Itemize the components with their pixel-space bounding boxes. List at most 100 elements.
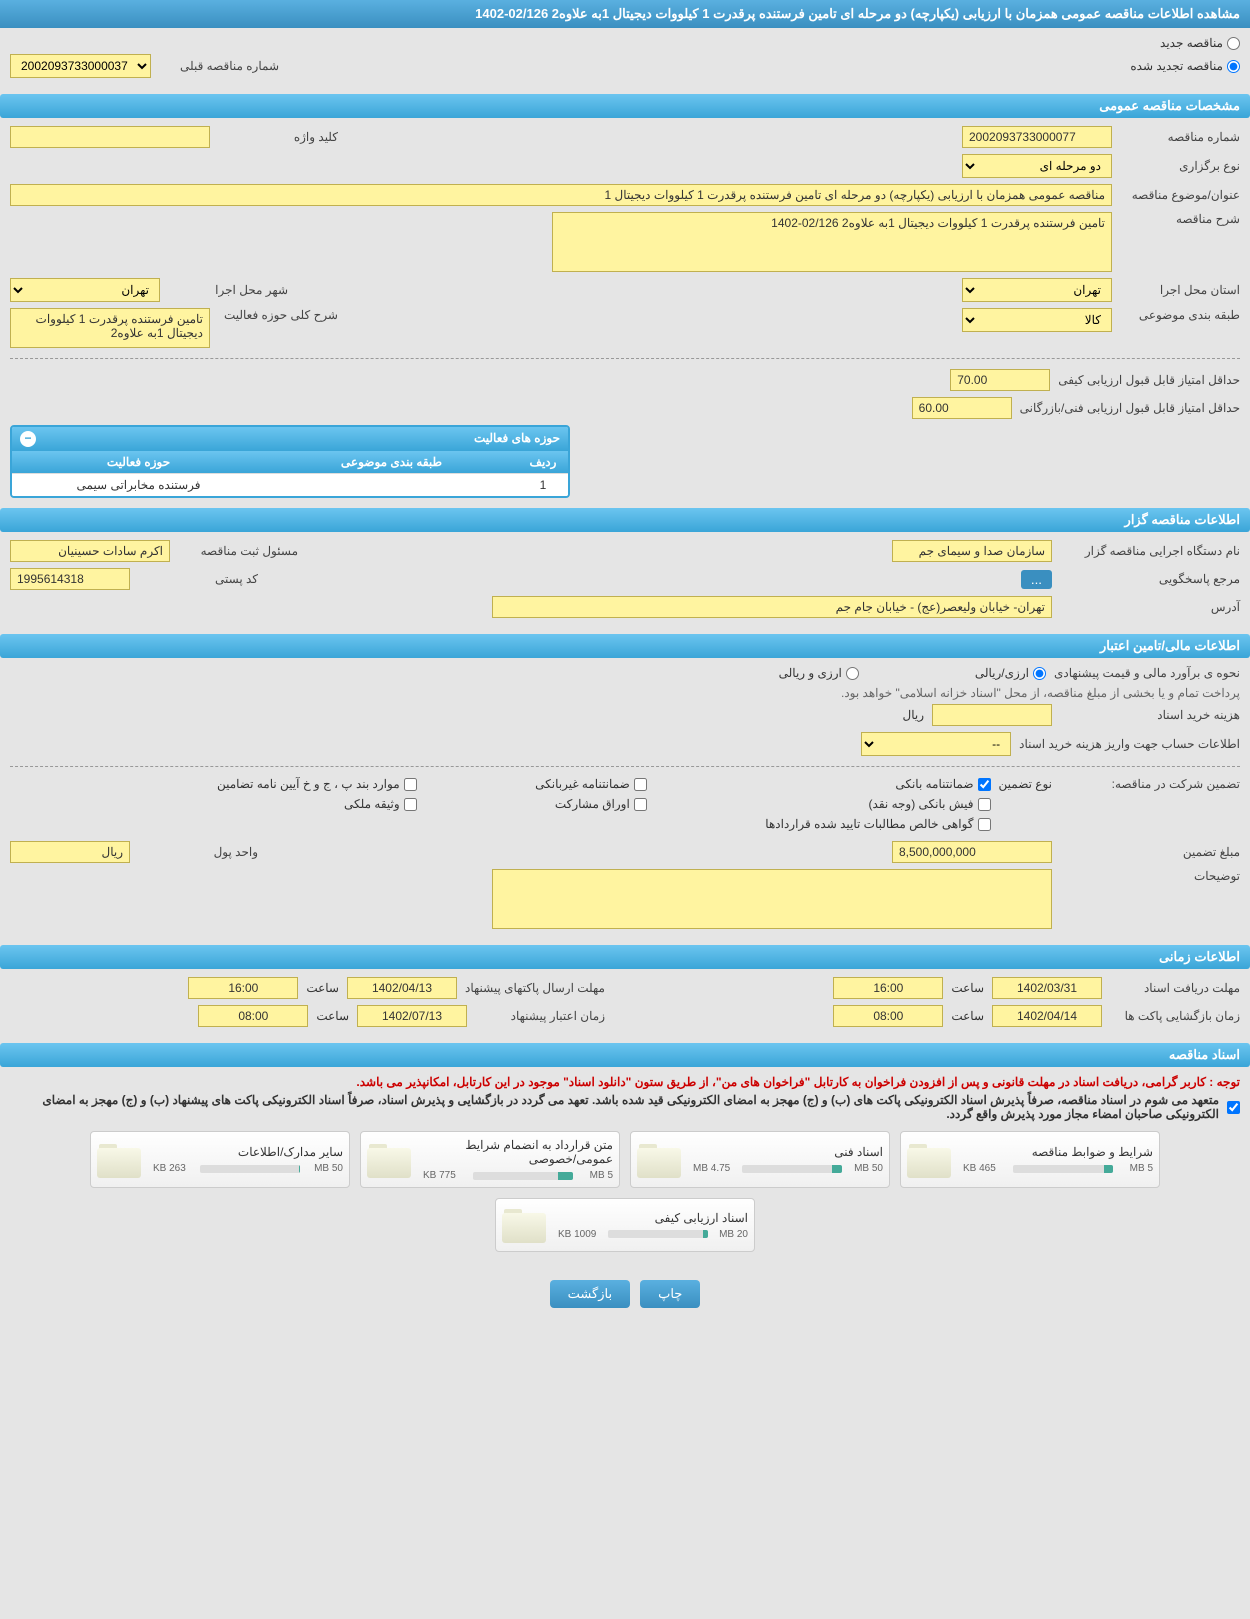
section-timing: اطلاعات زمانی	[0, 945, 1250, 969]
subject-class-select[interactable]: کالا	[962, 308, 1112, 332]
radio-rial-input[interactable]	[1033, 667, 1046, 680]
section-organizer: اطلاعات مناقصه گزار	[0, 508, 1250, 532]
print-button[interactable]: چاپ	[640, 1280, 700, 1308]
doc-title: اسناد فنی	[693, 1145, 883, 1159]
exec-province-select[interactable]: تهران	[962, 278, 1112, 302]
subject-class-label: طبقه بندی موضوعی	[1120, 308, 1240, 322]
row-idx: 1	[518, 473, 568, 496]
postal-value: 1995614318	[10, 568, 130, 590]
radio-renewed-tender[interactable]: مناقصه تجدید شده	[1130, 59, 1240, 73]
doc-total: 5 MB	[1130, 1163, 1153, 1174]
min-tech-value: 60.00	[912, 397, 1012, 419]
radio-rial-label: ارزی/ریالی	[975, 666, 1029, 680]
address-label: آدرس	[1060, 600, 1240, 614]
doc-progress	[608, 1230, 708, 1238]
doc-cost-value	[932, 704, 1052, 726]
doc-used: 4.75 MB	[693, 1163, 730, 1174]
doc-total: 20 MB	[719, 1229, 748, 1240]
section-financial: اطلاعات مالی/تامین اعتبار	[0, 634, 1250, 658]
exec-city-select[interactable]: تهران	[10, 278, 160, 302]
docs-area: توجه : کاربر گرامی، دریافت اسناد در مهلت…	[0, 1067, 1250, 1260]
doc-used: 263 KB	[153, 1163, 186, 1174]
doc-title: شرایط و ضوابط مناقصه	[963, 1145, 1153, 1159]
doc-progress	[742, 1165, 842, 1173]
currency-label: ریال	[902, 708, 924, 722]
tender-type-area: مناقصه جدید مناقصه تجدید شده شماره مناقص…	[0, 28, 1250, 92]
exec-city-label: شهر محل اجرا	[168, 283, 288, 297]
doc-used: 775 KB	[423, 1170, 456, 1181]
organizer-area: نام دستگاه اجرایی مناقصه گزار سازمان صدا…	[0, 532, 1250, 632]
subject-label: عنوان/موضوع مناقصه	[1120, 188, 1240, 202]
guarantee-header: تضمین شرکت در مناقصه:	[1060, 777, 1240, 791]
doc-card[interactable]: شرایط و ضوابط مناقصه 5 MB 465 KB	[900, 1131, 1160, 1188]
bid-send-time: 16:00	[188, 977, 298, 999]
postal-label: کد پستی	[138, 572, 258, 586]
radio-both[interactable]: ارزی و ریالی	[779, 666, 859, 680]
folder-icon	[97, 1140, 145, 1180]
exec-province-label: استان محل اجرا	[1120, 283, 1240, 297]
doc-card[interactable]: متن قرارداد به انضمام شرایط عمومی/خصوصی …	[360, 1131, 620, 1188]
radio-both-label: ارزی و ریالی	[779, 666, 842, 680]
folder-icon	[907, 1140, 955, 1180]
radio-both-input[interactable]	[846, 667, 859, 680]
tender-no-label: شماره مناقصه	[1120, 130, 1240, 144]
docs-note1: توجه : کاربر گرامی، دریافت اسناد در مهلت…	[10, 1075, 1240, 1089]
radio-renewed-input[interactable]	[1227, 60, 1240, 73]
doc-deadline-date: 1402/03/31	[992, 977, 1102, 999]
chk-cash[interactable]: فیش بانکی (وجه نقد)	[677, 797, 991, 811]
address-value: تهران- خیابان ولیعصر(عج) - خیابان جام جم	[492, 596, 1052, 618]
radio-new-input[interactable]	[1227, 37, 1240, 50]
time-label-4: ساعت	[316, 1009, 349, 1023]
activity-desc-label: شرح کلی حوزه فعالیت	[218, 308, 338, 322]
prev-tender-label: شماره مناقصه قبلی	[159, 59, 279, 73]
row-act: فرستنده مخابراتی سیمی	[12, 473, 265, 496]
contact-button[interactable]: ...	[1021, 570, 1052, 589]
doc-card[interactable]: اسناد فنی 50 MB 4.75 MB	[630, 1131, 890, 1188]
financial-area: نحوه ی برآورد مالی و قیمت پیشنهادی ارزی/…	[0, 658, 1250, 943]
chk-nonbank[interactable]: ضمانتنامه غیربانکی	[447, 777, 647, 791]
min-tech-label: حداقل امتیاز قابل قبول ارزیابی فنی/بازرگ…	[1020, 401, 1240, 415]
holding-type-select[interactable]: دو مرحله ای	[962, 154, 1112, 178]
page-title: مشاهده اطلاعات مناقصه عمومی همزمان با ار…	[0, 0, 1250, 28]
unit-value: ریال	[10, 841, 130, 863]
guarantee-type-label: نوع تضمین	[999, 777, 1052, 791]
back-button[interactable]: بازگشت	[550, 1280, 630, 1308]
validity-time: 08:00	[198, 1005, 308, 1027]
doc-used: 465 KB	[963, 1163, 996, 1174]
radio-rial[interactable]: ارزی/ریالی	[975, 666, 1046, 680]
doc-card[interactable]: سایر مدارک/اطلاعات 50 MB 263 KB	[90, 1131, 350, 1188]
treasury-note: پرداخت تمام و یا بخشی از مبلغ مناقصه، از…	[10, 686, 1240, 700]
subject-value: مناقصه عمومی همزمان با ارزیابی (یکپارچه)…	[10, 184, 1112, 206]
radio-new-tender[interactable]: مناقصه جدید	[1160, 36, 1240, 50]
chk-contracts[interactable]: گواهی خالص مطالبات تایید شده قراردادها	[677, 817, 991, 831]
doc-title: اسناد ارزیابی کیفی	[558, 1211, 748, 1225]
col-idx: ردیف	[518, 451, 568, 473]
col-cat: طبقه بندی موضوعی	[265, 451, 518, 473]
chk-bank[interactable]: ضمانتنامه بانکی	[677, 777, 991, 791]
doc-deadline-label: مهلت دریافت اسناد	[1110, 981, 1240, 995]
account-select[interactable]: --	[861, 732, 1011, 756]
chk-bonds[interactable]: اوراق مشارکت	[447, 797, 647, 811]
prev-tender-select[interactable]: 2002093733000037	[10, 54, 151, 78]
bid-send-date: 1402/04/13	[347, 977, 457, 999]
validity-date: 1402/07/13	[357, 1005, 467, 1027]
notes-value[interactable]	[492, 869, 1052, 929]
commitment-checkbox[interactable]	[1227, 1101, 1240, 1114]
radio-renewed-label: مناقصه تجدید شده	[1130, 59, 1223, 73]
desc-value: تامین فرستنده پرقدرت 1 کیلووات دیجیتال 1…	[552, 212, 1112, 272]
activity-desc-value: تامین فرستنده پرقدرت 1 کیلووات دیجیتال 1…	[10, 308, 210, 348]
resp-label: مسئول ثبت مناقصه	[178, 544, 298, 558]
doc-title: سایر مدارک/اطلاعات	[153, 1145, 343, 1159]
folder-icon	[637, 1140, 685, 1180]
bid-send-label: مهلت ارسال پاکتهای پیشنهاد	[465, 981, 605, 995]
doc-card[interactable]: اسناد ارزیابی کیفی 20 MB 1009 KB	[495, 1198, 755, 1252]
chk-property[interactable]: وثیقه ملکی	[128, 797, 416, 811]
folder-icon	[502, 1205, 550, 1245]
doc-progress	[1013, 1165, 1113, 1173]
timing-area: مهلت دریافت اسناد 1402/03/31 ساعت 16:00 …	[0, 969, 1250, 1041]
doc-cost-label: هزینه خرید اسناد	[1060, 708, 1240, 722]
holding-type-label: نوع برگزاری	[1120, 159, 1240, 173]
chk-items[interactable]: موارد بند پ ، ج و خ آیین نامه تضامین	[128, 777, 416, 791]
collapse-icon[interactable]: −	[20, 431, 36, 447]
doc-used: 1009 KB	[558, 1229, 596, 1240]
